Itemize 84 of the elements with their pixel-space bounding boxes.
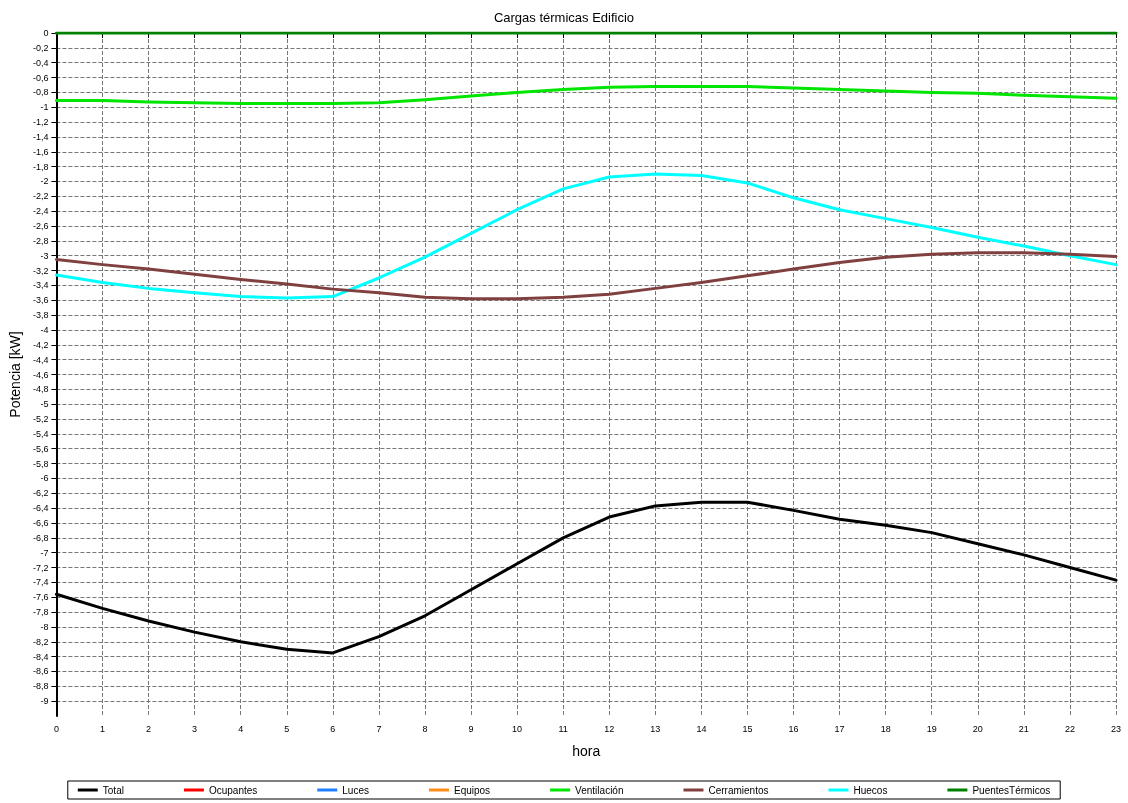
y-tick-label: -7 <box>40 547 49 558</box>
y-tick-label: -3 <box>40 250 49 261</box>
x-tick-label: 15 <box>742 723 753 734</box>
y-axis-title: Potencia [kW] <box>7 331 23 418</box>
y-tick-label: -6,8 <box>32 532 49 543</box>
x-tick-label: 10 <box>512 723 523 734</box>
y-tick-label: -7,2 <box>32 562 49 573</box>
y-tick-label: 0 <box>43 28 49 38</box>
y-tick-label: -5,6 <box>32 443 49 454</box>
y-tick-label: -7,4 <box>32 577 49 588</box>
y-tick-label: -1,2 <box>32 117 49 128</box>
y-tick-label: -0,4 <box>32 57 49 68</box>
y-tick-label: -1 <box>40 102 49 113</box>
y-tick-label: -2,2 <box>32 191 49 202</box>
chart-title: Cargas térmicas Edificio <box>493 10 635 25</box>
y-tick-label: -6 <box>40 473 49 484</box>
y-tick-label: -3,8 <box>32 310 49 321</box>
legend-label: Total <box>102 784 124 796</box>
x-tick-label: 7 <box>376 723 382 734</box>
y-tick-label: -8,8 <box>32 681 49 692</box>
y-tick-label: -0,8 <box>32 87 49 98</box>
line-series <box>54 84 1118 106</box>
y-tick-label: -2 <box>40 176 49 187</box>
y-tick-label: -7,8 <box>32 607 49 618</box>
x-tick-label: 8 <box>422 723 428 734</box>
x-tick-label: 4 <box>238 723 244 734</box>
x-tick-label: 21 <box>1018 723 1029 734</box>
legend-label: Huecos <box>853 784 888 796</box>
y-tick-label: -4,8 <box>32 384 49 395</box>
y-tick-label: -2,4 <box>32 206 49 217</box>
y-tick-label: -4,4 <box>32 354 49 365</box>
y-tick-label: -8 <box>40 621 49 632</box>
y-tick-label: -7,6 <box>32 592 49 603</box>
y-tick-label: -8,2 <box>32 636 49 647</box>
x-tick-label: 5 <box>284 723 290 734</box>
y-tick-label: -2,6 <box>32 221 49 232</box>
x-tick-label: 9 <box>468 723 474 734</box>
y-tick-label: -4,2 <box>32 339 49 350</box>
x-tick-label: 19 <box>926 723 937 734</box>
y-tick-label: -3,6 <box>32 295 49 306</box>
y-tick-label: -5,8 <box>32 458 49 469</box>
x-tick-label: 16 <box>788 723 799 734</box>
y-tick-label: -6,2 <box>32 488 49 499</box>
x-tick-label: 6 <box>330 723 336 734</box>
y-tick-label: -1,6 <box>32 146 49 157</box>
y-tick-label: -1,8 <box>32 161 49 172</box>
y-tick-label: -5,2 <box>32 414 49 425</box>
legend-label: Cerramientos <box>708 784 769 796</box>
x-tick-label: 2 <box>146 723 152 734</box>
x-tick-label: 14 <box>696 723 707 734</box>
y-tick-label: -4,6 <box>32 369 49 380</box>
legend-label: Ventilación <box>575 784 624 796</box>
line-series <box>54 251 1118 301</box>
x-tick-label: 1 <box>99 723 105 734</box>
x-tick-label: 18 <box>880 723 891 734</box>
x-tick-label: 17 <box>834 723 845 734</box>
legend-label: Luces <box>342 784 369 796</box>
y-tick-label: -6,6 <box>32 517 49 528</box>
y-tick-label: -2,8 <box>32 235 49 246</box>
y-tick-label: -5,4 <box>32 428 49 439</box>
x-tick-label: 12 <box>604 723 615 734</box>
y-tick-label: -4 <box>40 324 49 335</box>
legend-label: Ocupantes <box>208 784 258 796</box>
x-tick-label: 0 <box>53 723 59 734</box>
legend-label: PuentesTérmicos <box>972 784 1051 796</box>
x-tick-label: 13 <box>650 723 661 734</box>
y-tick-label: -0,2 <box>32 42 49 53</box>
x-axis-title: hora <box>572 743 601 759</box>
x-tick-label: 23 <box>1110 723 1122 734</box>
y-tick-label: -1,4 <box>32 131 49 142</box>
y-tick-label: -8,4 <box>32 651 49 662</box>
y-tick-label: -9 <box>40 696 49 707</box>
line-series <box>54 172 1118 300</box>
x-tick-label: 20 <box>972 723 983 734</box>
y-tick-label: -5 <box>40 399 49 410</box>
y-tick-label: -8,6 <box>32 666 49 677</box>
y-tick-label: -3,4 <box>32 280 49 291</box>
y-tick-label: -0,6 <box>32 72 49 83</box>
y-tick-label: -3,2 <box>32 265 49 276</box>
x-tick-label: 3 <box>192 723 198 734</box>
x-tick-label: 22 <box>1064 723 1075 734</box>
legend-label: Equipos <box>453 784 491 796</box>
y-tick-label: -6,4 <box>32 503 49 514</box>
x-tick-label: 11 <box>558 723 568 734</box>
